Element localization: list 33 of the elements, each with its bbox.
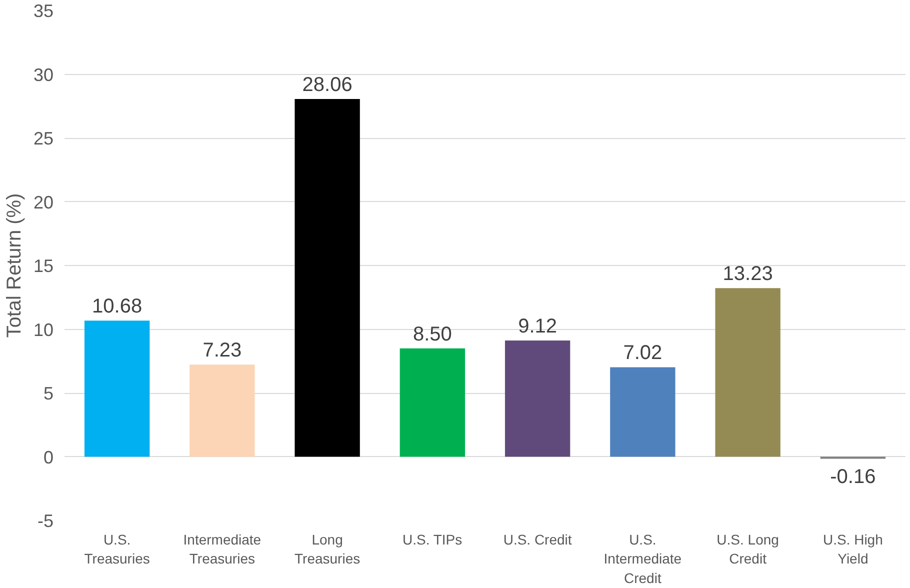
data-label: 9.12	[518, 315, 558, 338]
y-tick-label: 0	[43, 447, 54, 468]
bar	[294, 98, 360, 457]
y-axis-title: Total Return (%)	[3, 193, 26, 338]
data-label: 10.68	[92, 296, 142, 318]
x-tick-label: U.S. Intermediate Credit	[604, 532, 682, 586]
y-tick-label: 10	[33, 320, 54, 340]
data-label: -0.16	[830, 466, 876, 488]
data-label: 7.02	[623, 342, 662, 364]
bar	[610, 367, 676, 457]
y-tick-label: -5	[37, 511, 54, 531]
data-label: 28.06	[302, 74, 352, 96]
data-label: 8.50	[412, 323, 452, 346]
x-tick-label: U.S. Long Credit	[716, 532, 779, 567]
x-tick-label: U.S. TIPs	[402, 532, 462, 548]
bar	[715, 288, 780, 457]
x-tick-label: U.S. Treasuries	[84, 532, 150, 567]
y-tick-label: 15	[33, 256, 54, 276]
x-tick-label: Intermediate Treasuries	[183, 532, 262, 567]
y-tick-label: 5	[43, 384, 54, 404]
y-tick-label: 35	[33, 1, 54, 21]
x-tick-label: U.S. High Yield	[822, 532, 883, 567]
data-label: 13.23	[722, 263, 773, 286]
bar	[190, 364, 255, 457]
data-label: 7.23	[202, 340, 242, 362]
x-tick-label: U.S. Credit	[503, 532, 572, 548]
y-tick-label: 30	[33, 64, 54, 85]
bar	[400, 348, 466, 457]
bar	[84, 320, 150, 457]
y-tick-label: 20	[33, 192, 54, 212]
x-tick-label: Long Treasuries	[294, 532, 360, 567]
y-tick-label: 25	[33, 128, 54, 148]
bar	[504, 340, 570, 457]
